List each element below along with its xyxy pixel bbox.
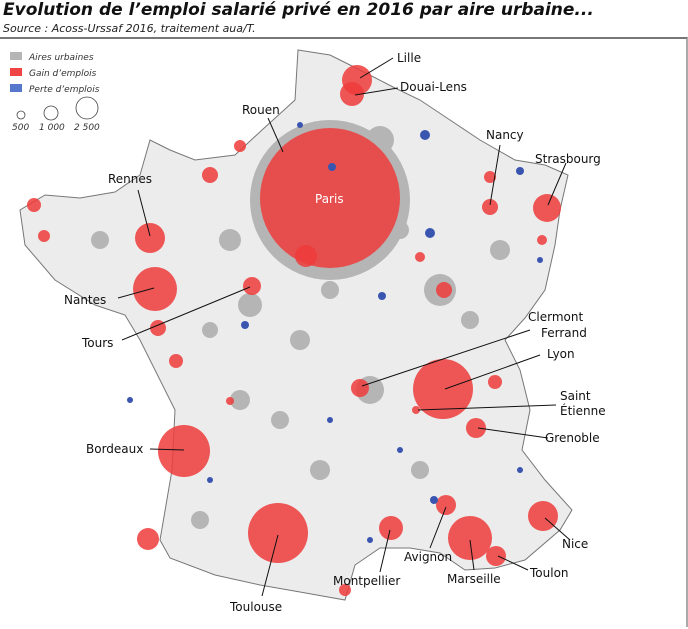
circle-montpellier [379, 516, 403, 540]
circle-nice [528, 501, 558, 531]
label-toulouse: Toulouse [229, 600, 282, 614]
legend-urban: Aires urbaines [28, 53, 94, 63]
legend-swatch-urban [10, 52, 22, 60]
label-nancy: Nancy [486, 128, 524, 142]
label-rouen: Rouen [242, 103, 280, 117]
legend-swatch-loss [10, 84, 22, 92]
circle-strasbourg [533, 194, 561, 222]
circle-marseille [448, 516, 492, 560]
circle-nantes [133, 267, 177, 311]
label-bordeaux: Bordeaux [86, 442, 143, 456]
label-toulon: Toulon [529, 566, 569, 580]
label-lille: Lille [397, 51, 421, 65]
map-source: Source : Acoss-Urssaf 2016, traitement a… [3, 22, 256, 35]
label-strasbourg: Strasbourg [535, 152, 601, 166]
label-paris: Paris [315, 192, 344, 206]
label-lyon: Lyon [547, 347, 575, 361]
circle-toulouse [248, 503, 308, 563]
label-rennes: Rennes [108, 172, 152, 186]
circle-lyon [413, 359, 473, 419]
circle-grenoble [466, 418, 486, 438]
legend: Aires urbaines Gain d’emplois Perte d’em… [10, 52, 100, 133]
label-tours: Tours [81, 336, 113, 350]
legend-size-label-2500: 2 500 [74, 123, 100, 133]
circle-bordeaux [158, 425, 210, 477]
label-saint: Saint [560, 389, 591, 403]
legend-size-label-500: 500 [12, 123, 29, 133]
legend-size-1000 [43, 105, 59, 121]
label-grenoble: Grenoble [545, 431, 600, 445]
legend-size-500 [16, 110, 26, 120]
circle-tours [243, 277, 261, 295]
label-ferrand: Ferrand [541, 326, 587, 340]
france-outline [19, 49, 573, 601]
legend-gain: Gain d’emplois [29, 69, 97, 79]
label-montpellier: Montpellier [333, 574, 400, 588]
label-marseille: Marseille [447, 572, 501, 586]
loss-circles [127, 122, 543, 543]
legend-size-2500 [75, 96, 99, 120]
circle-clermont [351, 379, 369, 397]
legend-swatch-gain [10, 68, 22, 76]
map-frame [0, 37, 688, 627]
circle-rennes [135, 223, 165, 253]
circle-douai [340, 82, 364, 106]
label-etienne: Étienne [560, 403, 606, 418]
legend-size-label-1000: 1 000 [39, 123, 65, 133]
city-labels: Lille Douai-Lens Rouen Nancy Strasbourg … [64, 51, 606, 614]
circle-avignon [436, 495, 456, 515]
leader-lines [117, 57, 571, 597]
circle-nancy [482, 199, 498, 215]
label-douai: Douai-Lens [400, 80, 467, 94]
legend-loss: Perte d’emplois [29, 85, 100, 95]
label-avignon: Avignon [404, 550, 452, 564]
label-nantes: Nantes [64, 293, 106, 307]
circle-stetienne [412, 406, 420, 414]
map-title: Evolution de l’emploi salarié privé en 2… [3, 0, 594, 20]
circle-paris [260, 128, 400, 268]
gain-circles [27, 65, 561, 596]
circle-toulon [486, 546, 506, 566]
label-clermont: Clermont [528, 310, 583, 324]
label-nice: Nice [562, 537, 588, 551]
